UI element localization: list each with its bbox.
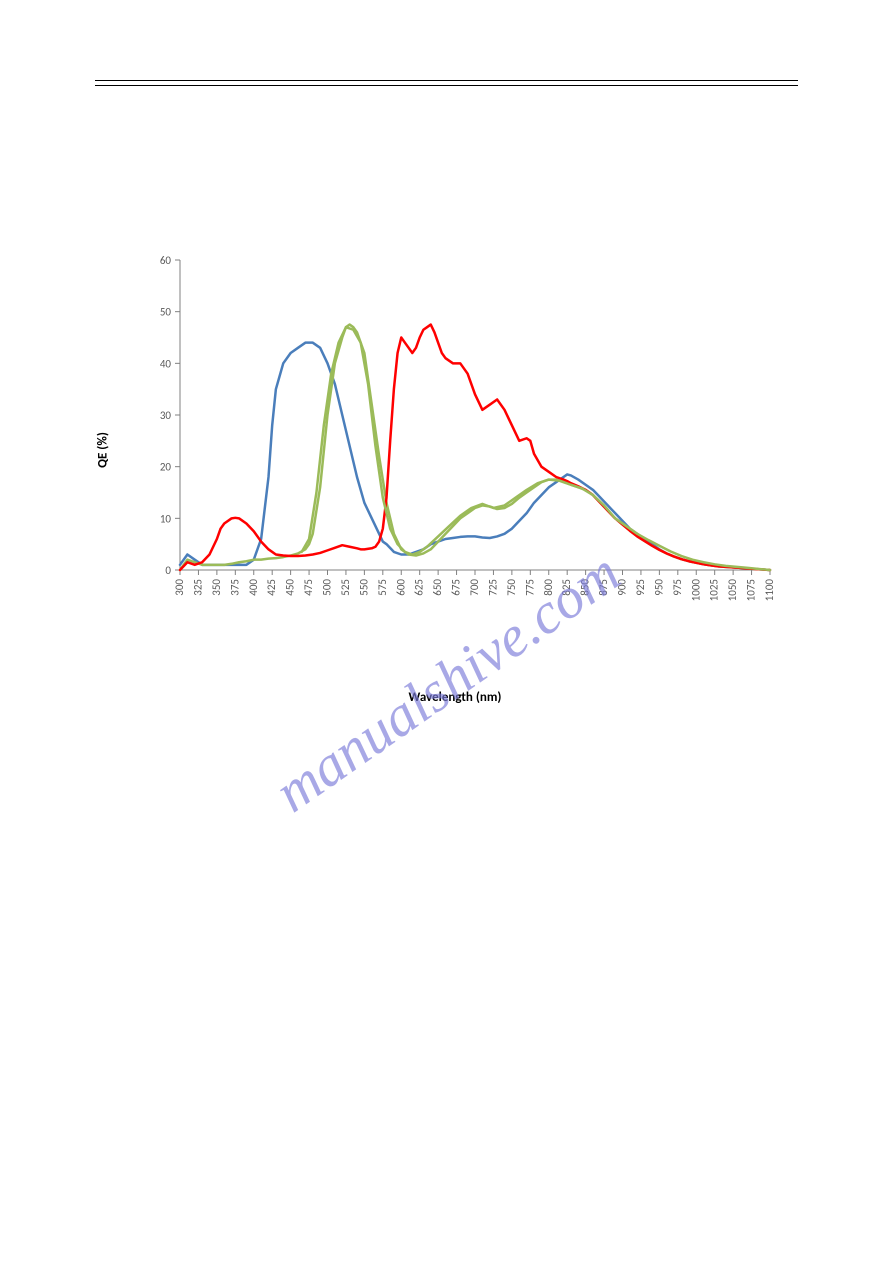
svg-text:975: 975 (671, 579, 684, 596)
svg-text:30: 30 (160, 409, 172, 422)
svg-text:550: 550 (357, 579, 370, 596)
svg-text:775: 775 (523, 579, 536, 596)
header-rule (95, 80, 798, 85)
svg-text:325: 325 (191, 579, 204, 596)
svg-text:500: 500 (321, 579, 334, 596)
svg-text:725: 725 (486, 579, 499, 596)
svg-text:400: 400 (247, 579, 260, 596)
svg-text:1025: 1025 (708, 579, 721, 601)
svg-text:425: 425 (265, 579, 278, 596)
qe-chart: 0 10 20 30 40 50 60 300 325 350 375 400 425 450 475 500… (130, 250, 780, 650)
svg-text:1075: 1075 (745, 579, 758, 601)
svg-text:875: 875 (597, 579, 610, 596)
x-axis-label: Wavelength (nm) (409, 690, 502, 705)
svg-text:1050: 1050 (726, 579, 739, 602)
svg-text:300: 300 (173, 579, 186, 596)
svg-text:525: 525 (339, 579, 352, 596)
svg-text:10: 10 (160, 512, 172, 525)
svg-text:600: 600 (394, 579, 407, 596)
svg-text:625: 625 (413, 579, 426, 596)
svg-text:850: 850 (579, 579, 592, 596)
y-axis-label: QE (%) (95, 432, 110, 468)
svg-text:700: 700 (468, 579, 481, 596)
svg-text:375: 375 (228, 579, 241, 596)
svg-text:0: 0 (165, 564, 171, 577)
svg-text:1000: 1000 (689, 579, 702, 602)
svg-text:20: 20 (160, 461, 172, 474)
svg-text:650: 650 (431, 579, 444, 596)
svg-text:1100: 1100 (763, 579, 776, 602)
svg-text:475: 475 (302, 579, 315, 596)
svg-text:50: 50 (160, 306, 172, 319)
chart-svg: 0 10 20 30 40 50 60 300 325 350 375 400 425 450 475 500… (130, 250, 780, 650)
svg-text:800: 800 (542, 579, 555, 596)
svg-text:60: 60 (160, 254, 172, 267)
svg-text:450: 450 (284, 579, 297, 596)
svg-text:675: 675 (450, 579, 463, 596)
svg-text:825: 825 (560, 579, 573, 596)
svg-text:750: 750 (505, 579, 518, 596)
svg-text:40: 40 (160, 357, 172, 370)
svg-text:925: 925 (634, 579, 647, 596)
svg-text:900: 900 (616, 579, 629, 596)
svg-text:575: 575 (376, 579, 389, 596)
svg-text:350: 350 (210, 579, 223, 596)
svg-text:950: 950 (652, 579, 665, 596)
